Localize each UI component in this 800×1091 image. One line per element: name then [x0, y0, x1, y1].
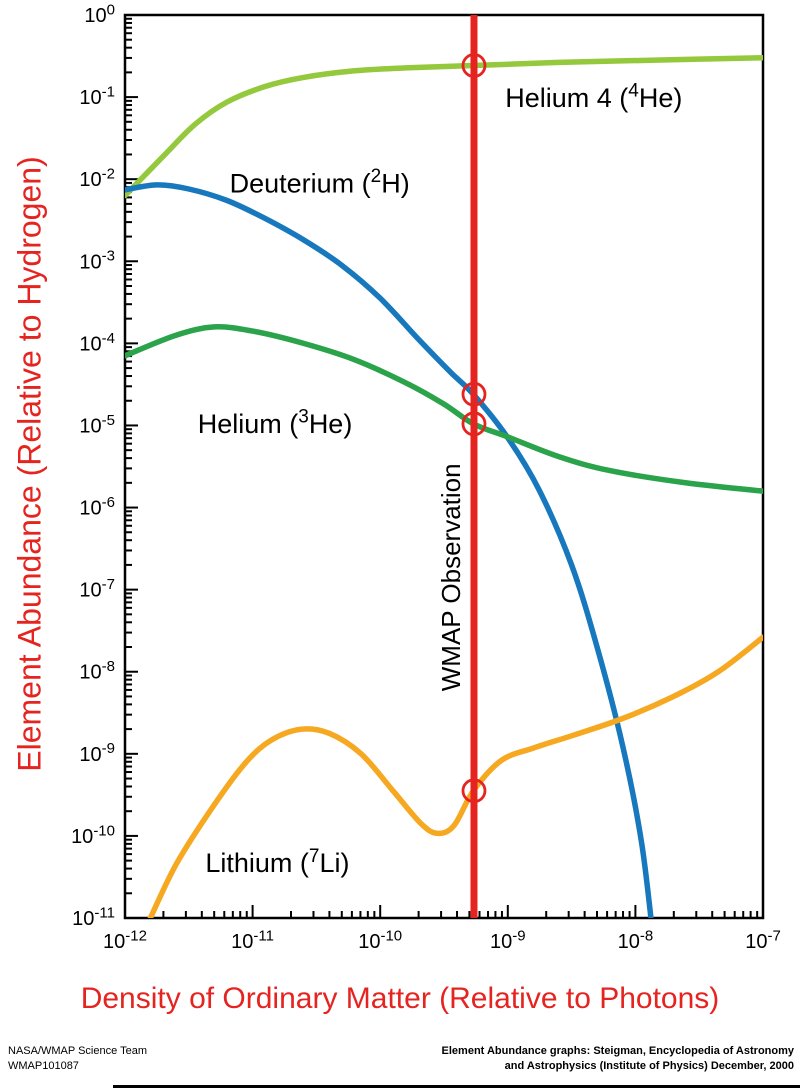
curve-helium3: [125, 324, 763, 494]
plot-frame: [123, 13, 765, 920]
curve-label-helium4: Helium 4 (4He): [505, 81, 682, 113]
curves-layer: [125, 54, 763, 918]
curve-label-helium3: Helium (3He): [198, 407, 353, 439]
x-tick-label: 10-11: [231, 927, 274, 953]
wmap-marker-helium3: [461, 411, 487, 437]
y-tick-label: 10-5: [79, 412, 115, 438]
x-tick-label: 10-12: [103, 927, 147, 953]
y-axis-title: Element Abundance (Relative to Hydrogen): [11, 156, 48, 772]
y-tick-label: 10-9: [79, 740, 115, 766]
y-tick-label: 10-2: [79, 166, 115, 192]
y-tick-label: 10-11: [72, 904, 115, 930]
x-tick-label: 10-8: [618, 927, 654, 953]
wmap-marker-deuterium: [461, 381, 487, 407]
curve-helium4: [125, 54, 763, 199]
bottom-rule: [113, 1085, 800, 1088]
credit-left: NASA/WMAP Science Team WMAP101087: [8, 1044, 147, 1074]
credit-source-line2: and Astrophysics (Institute of Physics) …: [504, 1059, 794, 1072]
y-tick-label: 10-1: [79, 83, 115, 109]
y-tick-label: 10-7: [79, 576, 115, 602]
y-tick-label: 10-6: [79, 494, 115, 520]
x-axis-title: Density of Ordinary Matter (Relative to …: [80, 982, 720, 1015]
credit-team: NASA/WMAP Science Team: [8, 1045, 147, 1057]
curve-label-lithium: Lithium (7Li): [205, 846, 349, 878]
y-tick-label: 100: [84, 1, 115, 27]
y-tick-label: 10-10: [71, 822, 115, 848]
curve-deuterium: [125, 182, 654, 918]
y-tick-label: 10-4: [79, 330, 115, 356]
wmap-observation-label: WMAP Observation: [436, 463, 466, 691]
credit-image-id: WMAP101087: [8, 1059, 79, 1072]
curve-label-deuterium: Deuterium (2H): [230, 166, 410, 198]
credit-source-line1: Element Abundance graphs: Steigman, Ency…: [441, 1045, 794, 1057]
wmap-marker-lithium: [461, 778, 487, 804]
y-tick-label: 10-3: [79, 248, 115, 274]
x-tick-label: 10-10: [358, 927, 402, 953]
x-tick-label: 10-7: [745, 927, 781, 953]
credit-right: Element Abundance graphs: Steigman, Ency…: [442, 1044, 794, 1074]
y-tick-label: 10-8: [79, 658, 115, 684]
curve-lithium: [147, 634, 763, 918]
abundance-chart: 10-12 10-11 10-10 10-9 10-8 10-710010-110-210…: [71, 1, 781, 953]
x-tick-label: 10-9: [490, 927, 526, 953]
wmap-marker-helium4: [461, 53, 487, 78]
